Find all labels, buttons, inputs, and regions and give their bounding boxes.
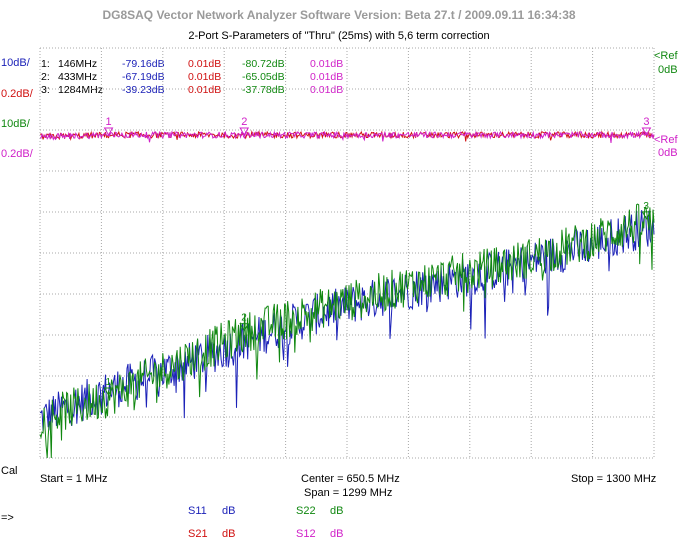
scale-s12-label: 0.2dB/ xyxy=(1,148,33,160)
marker-s12: 0.01dB xyxy=(310,71,344,83)
marker-index: 2: xyxy=(41,71,50,83)
scale-s22-label: 10dB/ xyxy=(1,118,30,130)
marker-s22-1 xyxy=(103,387,114,396)
span-frequency: Span = 1299 MHz xyxy=(304,487,393,499)
ref-s22-value: 0dB xyxy=(658,64,678,76)
plot-traces xyxy=(39,130,655,459)
marker-label-top-1: 1 xyxy=(106,116,112,128)
marker-label-top-3: 3 xyxy=(643,116,649,128)
ref-s12-value: 0dB xyxy=(658,147,678,159)
app-title: DG8SAQ Vector Network Analyzer Software … xyxy=(102,8,576,22)
stop-frequency: Stop = 1300 MHz xyxy=(571,473,657,485)
marker-s22: -65.05dB xyxy=(242,71,285,83)
marker-s22: -37.78dB xyxy=(242,84,285,96)
legend-s12[interactable]: S12 xyxy=(296,528,316,540)
marker-s22-2 xyxy=(239,323,250,332)
cal-label: Cal xyxy=(1,465,18,477)
marker-freq: 146MHz xyxy=(58,58,98,70)
legend-s22-unit: dB xyxy=(330,505,344,517)
legend-s11[interactable]: S11 xyxy=(188,505,207,517)
ref-s22-label: <Ref xyxy=(654,50,678,62)
marker-freq: 1284MHz xyxy=(58,84,103,96)
center-frequency: Center = 650.5 MHz xyxy=(301,473,400,485)
start-frequency: Start = 1 MHz xyxy=(40,473,108,485)
plot-markers: 1 1 2 2 3 3 xyxy=(103,116,652,396)
marker-s11: -67.19dB xyxy=(122,71,165,83)
marker-s11: -39.23dB xyxy=(122,84,165,96)
plot-title: 2-Port S-Parameters of "Thru" (25ms) wit… xyxy=(188,30,490,42)
legend-s21-unit: dB xyxy=(222,528,236,540)
marker-s12-3 xyxy=(641,127,652,137)
marker-s12: 0.01dB xyxy=(310,84,344,96)
marker-s21: 0.01dB xyxy=(188,71,222,83)
marker-s21: 0.01dB xyxy=(188,58,222,70)
legend-s22[interactable]: S22 xyxy=(296,505,316,517)
marker-s12-2 xyxy=(239,127,250,137)
marker-label-top-2: 2 xyxy=(241,116,247,128)
trace-s11 xyxy=(39,210,655,431)
scale-s11-label: 10dB/ xyxy=(1,57,30,69)
plot-grid xyxy=(39,47,655,459)
marker-label-bottom-1: 1 xyxy=(106,377,112,388)
marker-s12-1 xyxy=(103,127,114,137)
marker-s22: -80.72dB xyxy=(242,58,285,70)
scale-s21-label: 0.2dB/ xyxy=(1,88,33,100)
marker-index: 1: xyxy=(41,58,50,70)
marker-s12: 0.01dB xyxy=(310,58,344,70)
legend-s11-unit: dB xyxy=(222,505,236,517)
marker-label-bottom-2: 2 xyxy=(241,313,247,324)
trace-s22 xyxy=(39,203,655,459)
legend-s21[interactable]: S21 xyxy=(188,528,208,540)
legend-s12-unit: dB xyxy=(330,528,344,540)
marker-label-bottom-3: 3 xyxy=(643,201,649,212)
arrow-indicator: => xyxy=(1,512,14,524)
marker-s22-3 xyxy=(641,211,652,220)
marker-freq: 433MHz xyxy=(58,71,98,83)
marker-s11: -79.16dB xyxy=(122,58,165,70)
ref-s12-label: <Ref xyxy=(654,134,678,146)
trace-s12 xyxy=(39,130,655,144)
marker-s21: 0.01dB xyxy=(188,84,222,96)
marker-index: 3: xyxy=(41,84,50,96)
